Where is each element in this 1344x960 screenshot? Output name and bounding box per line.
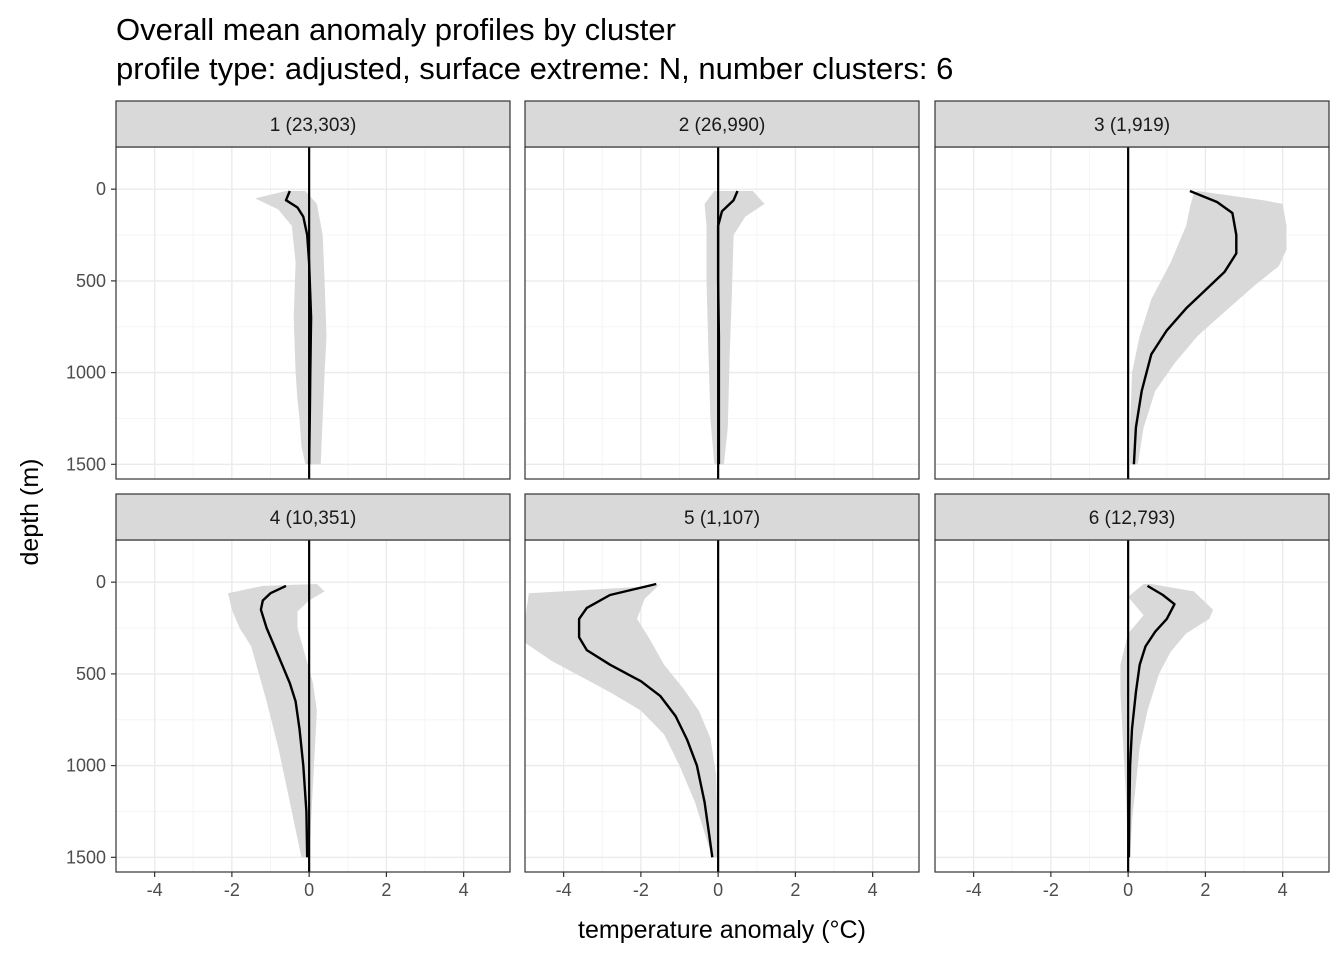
mean-profile-line	[259, 584, 309, 858]
mean-profile-line	[284, 190, 313, 465]
x-tick-label: -4	[147, 880, 163, 900]
facet-panel: 6 (12,793) -4 -2 0 2 4	[934, 493, 1330, 900]
y-tick-label: 0	[96, 179, 106, 199]
x-tick-label: 0	[304, 880, 314, 900]
facet-strip-label: 2 (26,990)	[679, 115, 766, 136]
facet-strip	[115, 493, 511, 541]
x-tick-label: 0	[713, 880, 723, 900]
y-tick-label: 1000	[66, 756, 106, 776]
x-tick-label: -4	[966, 880, 982, 900]
x-tick-label: 2	[381, 880, 391, 900]
chart-title: Overall mean anomaly profiles by cluster	[116, 12, 676, 47]
y-axis-title: depth (m)	[16, 459, 44, 566]
facet-strip-label: 1 (23,303)	[270, 115, 357, 136]
facet-panel: 4 (10,351) 0 500 1000 1500 -4 -2 0 2 4	[66, 493, 511, 900]
x-tick-label: 2	[1200, 880, 1210, 900]
mean-profile-line	[1127, 584, 1176, 858]
facet-strip-label: 5 (1,107)	[684, 508, 760, 529]
y-tick-label: 0	[96, 572, 106, 592]
mean-profile-line	[1132, 189, 1238, 465]
facet-strip	[934, 100, 1330, 148]
facet-strip	[524, 100, 920, 148]
x-tick-label: -4	[556, 880, 572, 900]
x-tick-label: 2	[790, 880, 800, 900]
x-tick-label: 0	[1123, 880, 1133, 900]
panel-background	[525, 540, 919, 872]
facet-strip	[115, 100, 511, 148]
x-tick-label: -2	[224, 880, 240, 900]
facet-panel: 5 (1,107) -4 -2 0 2 4	[524, 493, 920, 900]
x-tick-label: 4	[868, 880, 878, 900]
mean-profile-line	[577, 582, 714, 858]
y-tick-label: 500	[76, 271, 106, 291]
chart-subtitle: profile type: adjusted, surface extreme:…	[116, 51, 953, 86]
y-tick-label: 1500	[66, 847, 106, 867]
spread-band	[525, 584, 718, 858]
x-tick-label: -2	[1043, 880, 1059, 900]
facet-panel: 3 (1,919)	[934, 100, 1330, 480]
facet-strip	[934, 493, 1330, 541]
facet-strip-label: 4 (10,351)	[270, 508, 357, 529]
facet-panel: 1 (23,303) 0 500 1000 1500	[66, 100, 511, 480]
x-tick-label: 4	[1278, 880, 1288, 900]
x-tick-label: 4	[459, 880, 469, 900]
facet-strip	[524, 493, 920, 541]
facet-panels: 1 (23,303) 0 500 1000 1500 2 (26,990) 3 (1,919…	[66, 100, 1330, 900]
x-tick-label: -2	[633, 880, 649, 900]
y-tick-label: 1000	[66, 363, 106, 383]
spread-band	[228, 584, 325, 858]
facet-panel: 2 (26,990)	[524, 100, 920, 480]
y-tick-label: 1500	[66, 454, 106, 474]
mean-profile-line	[716, 190, 739, 465]
x-axis-title: temperature anomaly (°C)	[578, 916, 866, 944]
spread-band	[1130, 191, 1287, 465]
facet-strip-label: 3 (1,919)	[1094, 115, 1170, 136]
y-tick-label: 500	[76, 664, 106, 684]
facet-strip-label: 6 (12,793)	[1089, 508, 1176, 529]
